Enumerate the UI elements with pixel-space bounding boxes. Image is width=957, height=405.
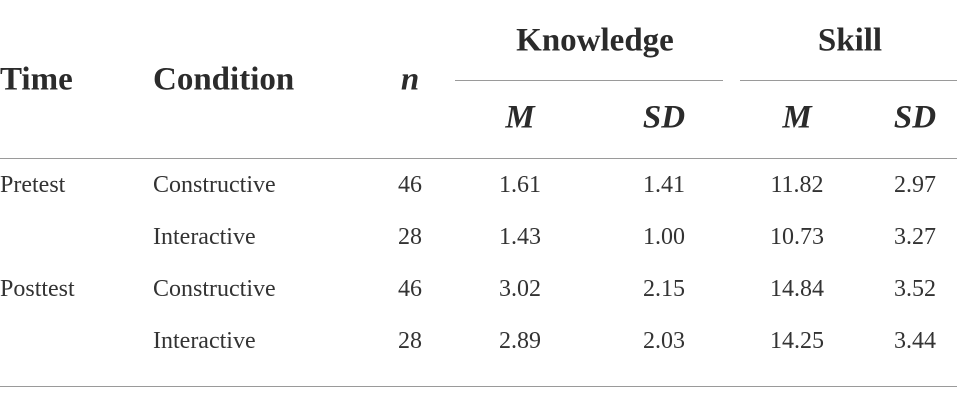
- header-cell: Knowledge: [516, 22, 674, 59]
- header-rule: [0, 158, 957, 159]
- cell: 14.84: [770, 276, 824, 302]
- header-cell: M: [505, 99, 535, 136]
- cell: 28: [398, 224, 422, 250]
- cell: Posttest: [0, 276, 75, 302]
- cell: 28: [398, 328, 422, 354]
- header-cell: n: [400, 61, 420, 98]
- cell: 46: [398, 276, 422, 302]
- cell: 1.43: [499, 224, 541, 250]
- cell: 1.61: [499, 172, 541, 198]
- cell: 3.27: [894, 224, 936, 250]
- cell: 3.44: [894, 328, 936, 354]
- header-cell: Condition: [153, 61, 295, 98]
- cell: 46: [398, 172, 422, 198]
- cell: 1.00: [643, 224, 685, 250]
- cell: 1.41: [643, 172, 685, 198]
- cell: 11.82: [770, 172, 824, 198]
- cell: 3.52: [894, 276, 936, 302]
- header-cell: Skill: [817, 22, 883, 59]
- cell: 2.89: [499, 328, 541, 354]
- cell: 14.25: [770, 328, 824, 354]
- header-cell: M: [782, 99, 812, 136]
- cell: 2.97: [894, 172, 936, 198]
- cell: Constructive: [153, 172, 276, 198]
- bottom-rule: [0, 386, 957, 387]
- skill-rule: [740, 80, 957, 81]
- cell: 10.73: [770, 224, 824, 250]
- knowledge-rule: [455, 80, 723, 81]
- cell: Constructive: [153, 276, 276, 302]
- cell: 2.03: [643, 328, 685, 354]
- header-cell: SD: [642, 99, 686, 136]
- cell: Interactive: [153, 224, 256, 250]
- cell: 2.15: [643, 276, 685, 302]
- cell: 3.02: [499, 276, 541, 302]
- header-cell: Time: [0, 61, 73, 98]
- cell: Interactive: [153, 328, 256, 354]
- cell: Pretest: [0, 172, 66, 198]
- header-cell: SD: [893, 99, 937, 136]
